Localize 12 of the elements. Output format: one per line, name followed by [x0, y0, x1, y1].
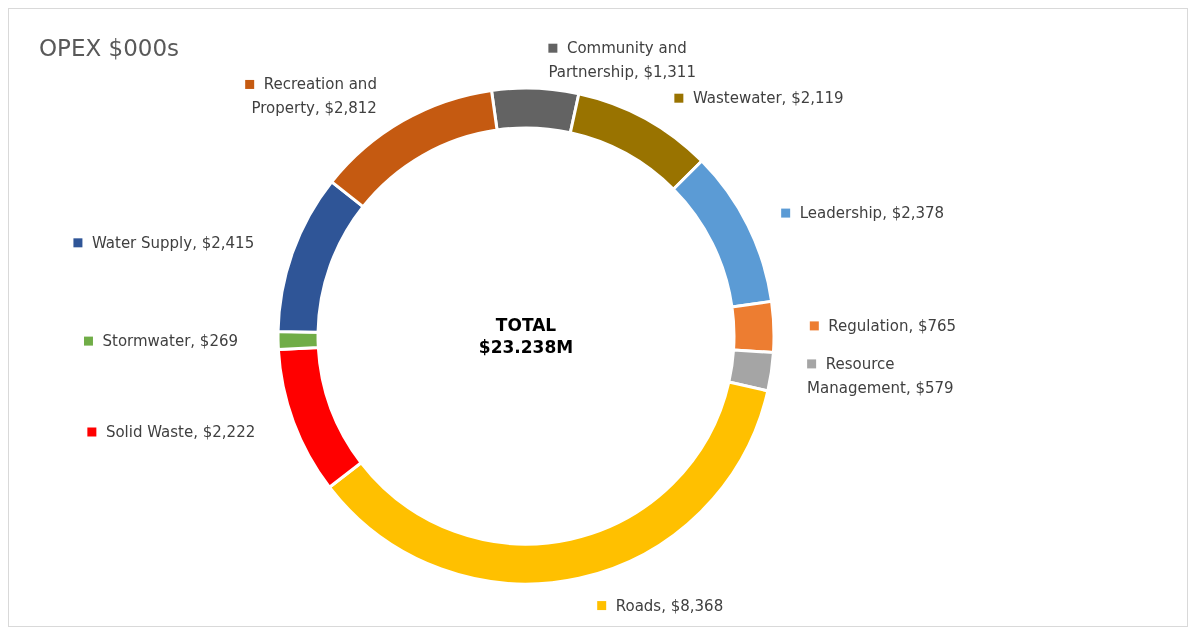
- chart-title: OPEX $000s: [39, 34, 180, 61]
- legend-label: Leadership, $2,378: [790, 204, 945, 223]
- legend-label: Wastewater, $2,119: [683, 89, 844, 108]
- text: TOTAL $23.238M: [478, 315, 574, 357]
- legend-label: Stormwater, $269: [92, 332, 239, 351]
- legend-label: Roads, $8,368: [606, 596, 724, 615]
- legend-label: Recreation and Property, $2,812: [251, 75, 377, 118]
- legend-label: Solid Waste, $2,222: [96, 423, 256, 441]
- legend-label: Water Supply, $2,415: [82, 233, 255, 252]
- legend-label: Community and Partnership, $1,311: [548, 39, 696, 82]
- legend-label: Regulation, $765: [818, 316, 957, 335]
- legend-label: Resource Management, $579: [807, 354, 954, 397]
